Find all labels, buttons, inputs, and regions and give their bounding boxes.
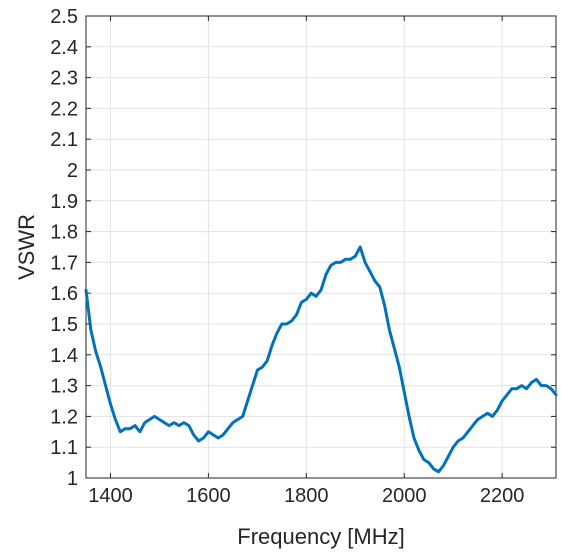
y-axis-label: VSWR <box>14 214 39 280</box>
y-tick-label: 1.2 <box>50 406 78 428</box>
x-tick-label: 1400 <box>88 485 133 507</box>
x-tick-label: 2000 <box>382 485 427 507</box>
y-tick-label: 1.4 <box>50 345 78 367</box>
x-tick-label: 2200 <box>480 485 525 507</box>
y-tick-label: 1.5 <box>50 314 78 336</box>
series-layer <box>84 245 558 474</box>
plot-area <box>86 16 556 478</box>
x-axis-label: Frequency [MHz] <box>237 524 405 549</box>
y-tick-label: 2.5 <box>50 6 78 28</box>
plot-frame <box>85 15 557 479</box>
x-tick-label: 1600 <box>186 485 231 507</box>
y-tick-label: 2.4 <box>50 37 78 59</box>
y-tick-label: 1.6 <box>50 283 78 305</box>
y-tick-label: 2.2 <box>50 98 78 120</box>
y-tick-label: 1.1 <box>50 437 78 459</box>
vswr-series-line <box>84 245 558 474</box>
y-tick-label: 1.3 <box>50 376 78 398</box>
y-tick-label: 2 <box>67 160 78 182</box>
y-tick-label: 2.3 <box>50 68 78 90</box>
y-tick-label: 2.1 <box>50 129 78 151</box>
y-tick-label: 1.8 <box>50 222 78 244</box>
y-tick-label: 1.9 <box>50 191 78 213</box>
y-tick-label: 1 <box>67 468 78 490</box>
tick-labels: 1400 1600 1800 2000 2200 1 1.1 1.2 1.3 1.4 1.5 1.6 1… <box>50 6 524 507</box>
y-tick-label: 1.7 <box>50 252 78 274</box>
x-tick-label: 1800 <box>284 485 329 507</box>
axis-ticks <box>86 15 556 479</box>
